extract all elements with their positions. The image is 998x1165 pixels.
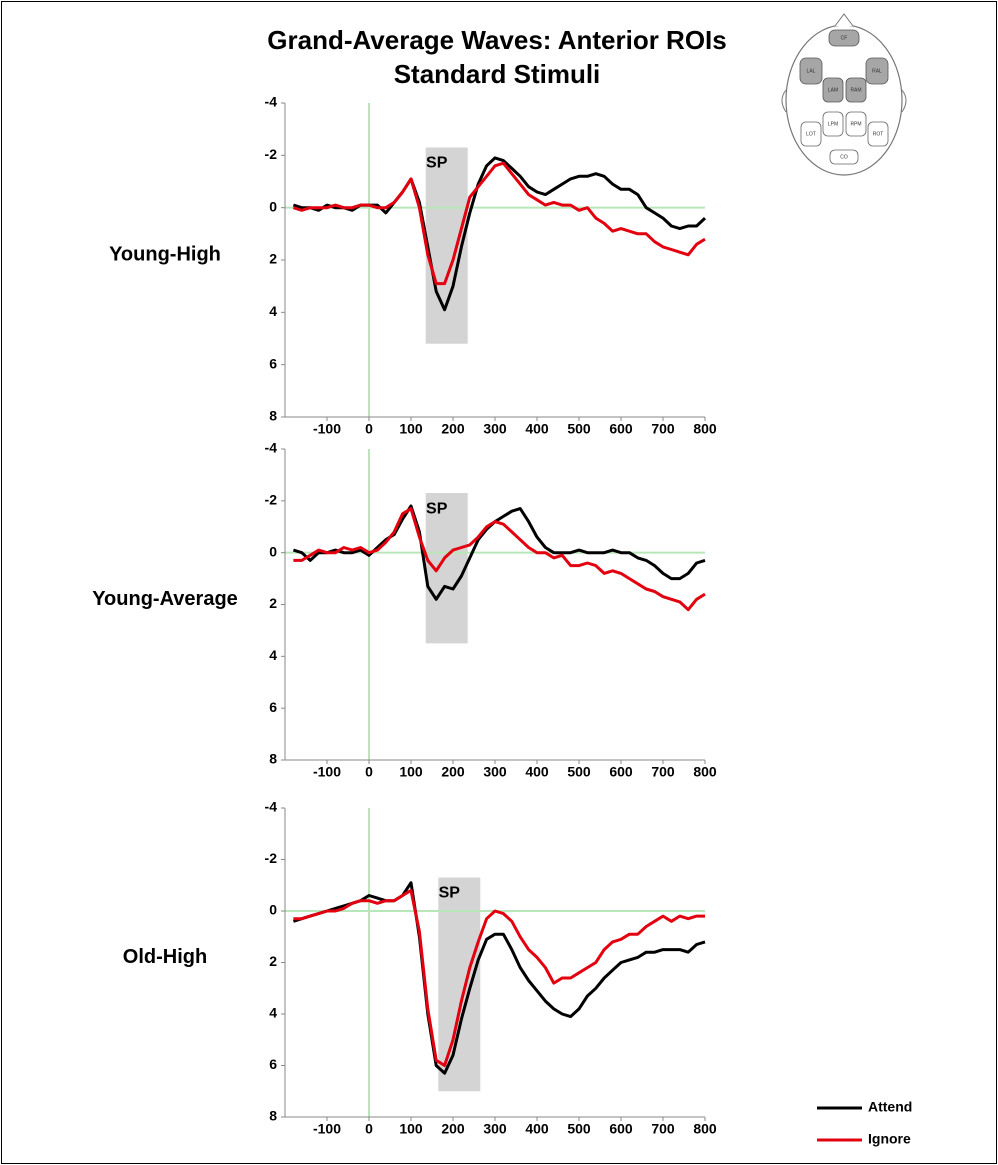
- y-tick-label: -4: [265, 799, 278, 815]
- x-tick-label: -100: [313, 421, 341, 437]
- y-tick-label: -4: [265, 94, 278, 110]
- row-label: Young-Average: [92, 588, 238, 610]
- roi-label: RAL: [872, 68, 882, 74]
- y-tick-label: 0: [269, 543, 277, 559]
- x-tick-label: 400: [525, 764, 549, 780]
- x-tick-label: 100: [399, 764, 423, 780]
- roi-label: ROT: [873, 131, 884, 137]
- roi-label: LAM: [828, 87, 838, 93]
- roi-label: RAM: [850, 87, 861, 93]
- x-tick-label: 500: [567, 421, 591, 437]
- wave-line: [293, 163, 705, 283]
- y-tick-label: 6: [269, 355, 277, 371]
- region-label: SP: [426, 155, 448, 172]
- legend-label: Attend: [868, 1099, 912, 1115]
- row-label: Young-High: [109, 243, 221, 265]
- region-label: SP: [439, 885, 461, 902]
- x-tick-label: 700: [651, 1121, 675, 1137]
- x-tick-label: 800: [693, 764, 717, 780]
- y-tick-label: 0: [269, 198, 277, 214]
- head-outline: [786, 25, 902, 175]
- x-tick-label: 300: [483, 1121, 507, 1137]
- x-tick-label: 600: [609, 1121, 633, 1137]
- y-tick-label: 2: [269, 595, 277, 611]
- y-tick-label: 2: [269, 251, 277, 267]
- y-tick-label: 8: [269, 1108, 277, 1124]
- x-tick-label: 300: [483, 421, 507, 437]
- chart-subtitle: Standard Stimuli: [394, 59, 601, 89]
- x-tick-label: 400: [525, 421, 549, 437]
- y-tick-label: 4: [269, 1005, 277, 1021]
- x-tick-label: 0: [365, 421, 373, 437]
- y-tick-label: 4: [269, 303, 277, 319]
- x-tick-label: 500: [567, 1121, 591, 1137]
- head-nose: [835, 14, 853, 26]
- y-tick-label: 6: [269, 1056, 277, 1072]
- y-tick-label: -2: [265, 492, 278, 508]
- x-tick-label: 800: [693, 421, 717, 437]
- x-tick-label: 800: [693, 1121, 717, 1137]
- x-tick-label: -100: [313, 764, 341, 780]
- shaded-region: [438, 878, 480, 1092]
- roi-label: LPM: [828, 121, 838, 127]
- x-tick-label: 200: [441, 421, 465, 437]
- region-label: SP: [426, 500, 448, 517]
- x-tick-label: 200: [441, 1121, 465, 1137]
- y-tick-label: 0: [269, 902, 277, 918]
- x-tick-label: 600: [609, 421, 633, 437]
- x-tick-label: 300: [483, 764, 507, 780]
- roi-label: LAL: [807, 68, 816, 74]
- y-tick-label: 8: [269, 751, 277, 767]
- roi-label: LOT: [806, 131, 816, 137]
- x-tick-label: 500: [567, 764, 591, 780]
- head-map: CF LAL RAL LAM RAM LPM RPM LOT ROT CO: [782, 14, 906, 175]
- x-tick-label: 700: [651, 421, 675, 437]
- x-tick-label: -100: [313, 1121, 341, 1137]
- y-tick-label: 6: [269, 699, 277, 715]
- x-tick-label: 700: [651, 764, 675, 780]
- x-tick-label: 200: [441, 764, 465, 780]
- y-tick-label: 4: [269, 647, 277, 663]
- x-tick-label: 100: [399, 1121, 423, 1137]
- y-tick-label: 2: [269, 953, 277, 969]
- y-tick-label: 8: [269, 408, 277, 424]
- y-tick-label: -2: [265, 146, 278, 162]
- y-tick-label: -4: [265, 440, 278, 456]
- x-tick-label: 0: [365, 1121, 373, 1137]
- x-tick-label: 0: [365, 764, 373, 780]
- page: Grand-Average Waves: Anterior ROIs Stand…: [0, 0, 998, 1165]
- x-tick-label: 100: [399, 421, 423, 437]
- chart-title: Grand-Average Waves: Anterior ROIs: [267, 25, 726, 55]
- frame: [2, 2, 997, 1164]
- roi-label: RPM: [850, 121, 861, 127]
- y-tick-label: -2: [265, 850, 278, 866]
- legend: Attend Ignore: [817, 1099, 912, 1147]
- figure: Grand-Average Waves: Anterior ROIs Stand…: [0, 0, 998, 1165]
- legend-label: Ignore: [868, 1131, 911, 1147]
- wave-line: [293, 890, 705, 1065]
- x-tick-label: 600: [609, 764, 633, 780]
- x-tick-label: 400: [525, 1121, 549, 1137]
- roi-label: CF: [841, 35, 848, 41]
- row-label: Old-High: [123, 946, 207, 968]
- roi-label: CO: [840, 154, 848, 160]
